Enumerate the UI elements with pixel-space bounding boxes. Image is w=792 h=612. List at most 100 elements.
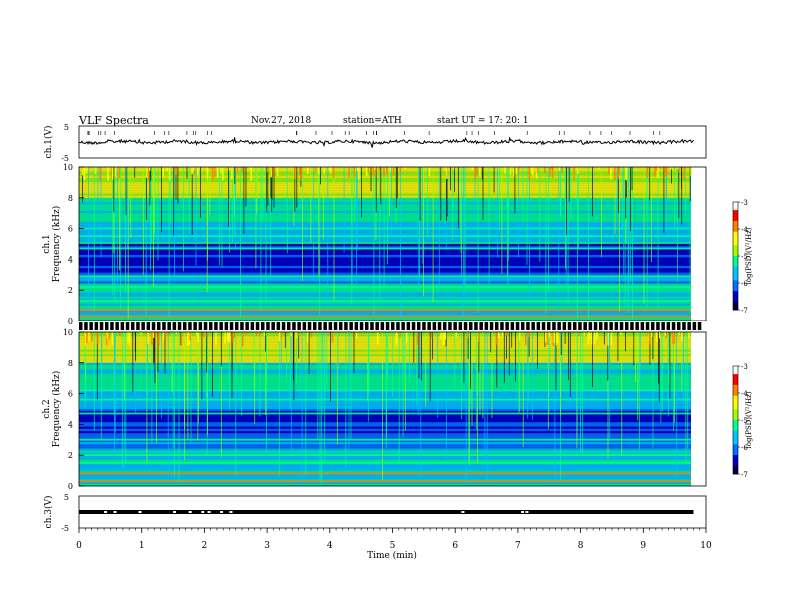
sferic-streak [614,167,616,235]
separator-mark [339,322,343,330]
hot-pixel [331,332,334,343]
sferic-streak [454,332,456,390]
separator-mark [448,322,452,330]
hot-pixel [607,332,609,346]
sferic-streak [114,332,116,433]
dark-streak [294,167,296,212]
dark-streak [514,167,516,214]
sferic-streak [167,332,169,480]
sferic-streak [323,167,324,240]
dark-streak [669,332,671,399]
spectrogram-row [79,351,691,355]
sferic-streak [324,332,326,465]
sferic-streak [337,332,339,404]
sferic-streak [400,167,401,319]
separator-mark [599,322,603,330]
hot-pixel [328,167,331,171]
sferic-streak [425,332,427,407]
sferic-streak [499,167,500,227]
spectrogram-row [79,415,691,419]
separator-mark [328,322,333,330]
hot-pixel [501,332,504,338]
spectrogram-row [79,248,691,251]
hot-pixel [518,332,521,341]
dark-streak [266,167,268,213]
dark-streak [511,332,513,348]
sferic-streak [336,332,338,445]
hot-pixel [515,167,517,175]
colorbar-swatch [733,250,738,254]
colorbar-swatch [733,406,738,410]
colorbar-tick-label: -7 [741,471,748,479]
sferic-streak [170,167,172,224]
spectrogram-row [79,424,691,427]
hot-pixel [233,332,235,339]
sferic-streak [265,332,267,415]
colorbar-swatch [733,376,738,380]
hot-pixel [82,167,84,176]
separator-mark [307,322,312,330]
hot-pixel [528,167,531,181]
separator-mark [567,322,572,330]
separator-mark [318,322,322,330]
spectrogram-row [79,464,691,467]
hot-pixel [467,332,469,339]
sferic-streak [690,167,692,233]
sferic-streak [260,167,262,311]
separator-mark [266,322,270,330]
sferic-streak [588,167,589,321]
spectrogram-band [79,227,691,230]
dark-streak [273,167,275,208]
hot-pixel [508,167,511,171]
separator-mark [94,322,99,330]
separator-mark [151,322,156,330]
dark-streak [626,167,627,198]
spectrogram-row [79,466,691,469]
sferic-streak [135,332,137,414]
sferic-streak [477,167,479,313]
frequency-tick-label: 0 [68,317,73,326]
spectrogram-row [79,373,691,377]
dark-streak [490,332,492,353]
separator-mark [141,322,145,330]
hot-pixel [232,332,234,343]
sferic-streak [651,167,652,262]
sferic-streak [674,167,675,227]
separator-mark [692,322,697,330]
hot-pixel [327,332,329,336]
hot-pixel [474,167,477,181]
colorbar-tick-label: -5 [741,417,748,425]
hot-pixel [266,167,269,173]
spectrogram-row [79,444,691,447]
hot-pixel [227,332,229,341]
separator-mark [105,322,109,330]
dark-streak [395,167,397,208]
sferic-streak [418,167,420,291]
hot-pixel [97,332,99,344]
hot-pixel [278,332,281,341]
colorbar-swatch [733,449,738,453]
ch2-colorbar-label: log(PSD)(V²/Hz) [745,391,753,448]
dark-streak [625,332,626,351]
sferic-streak [124,332,125,401]
hot-pixel [358,167,360,180]
frequency-tick-label: 6 [68,225,73,234]
hot-pixel [558,167,561,171]
dark-streak [212,332,213,397]
hot-pixel [512,167,515,177]
dark-streak [568,332,569,381]
ch2-colorbar: -3 -4 -5 -6 -7 [732,363,748,479]
separator-mark [484,322,489,330]
spectrogram-row [79,186,691,190]
colorbar-swatch [733,288,738,292]
spectrogram-row [79,340,691,344]
separator-mark [406,322,411,330]
hot-pixel [118,167,121,179]
hot-pixel [657,167,659,179]
separator-mark [458,322,463,330]
sferic-streak [319,332,321,482]
dark-streak [671,167,672,184]
sferic-streak [168,167,170,317]
sferic-streak [146,332,148,407]
spectrogram-row [79,395,691,399]
